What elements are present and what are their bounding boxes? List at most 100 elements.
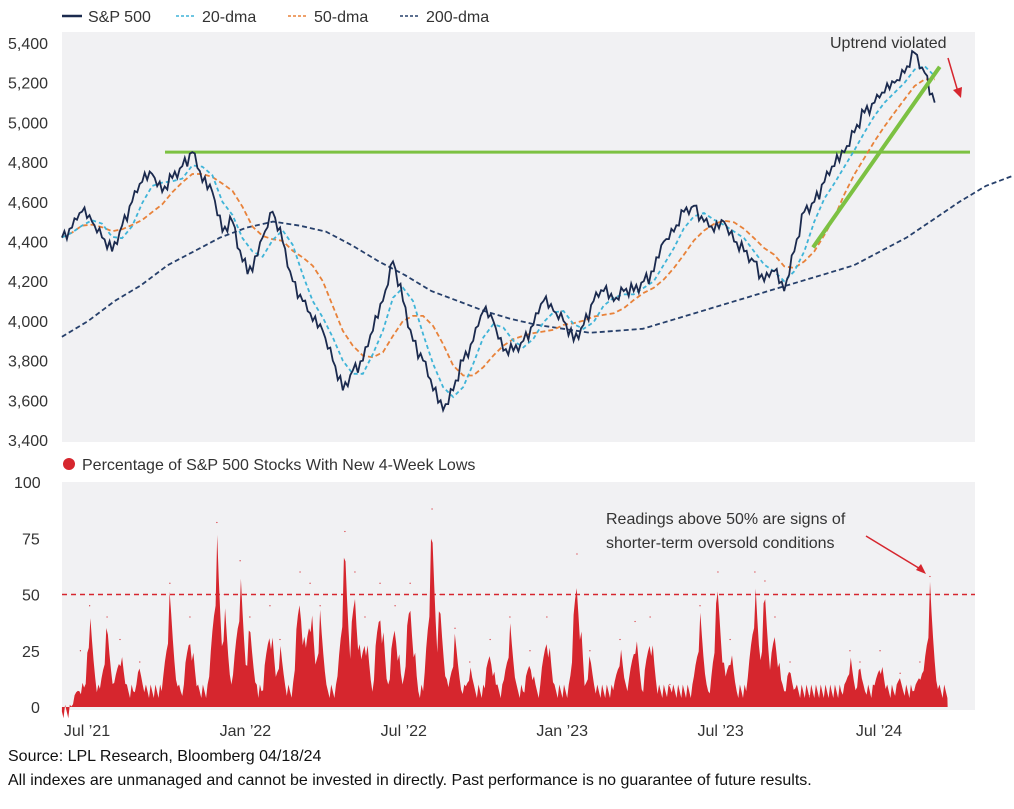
spike-peak-point xyxy=(899,672,901,674)
spike-peak-point xyxy=(754,571,756,573)
y-tick-label: 5,000 xyxy=(8,115,48,132)
spike-peak-point xyxy=(439,593,441,596)
spike-peak-point xyxy=(699,605,701,607)
top-panel-series xyxy=(61,49,1013,414)
bottom-panel-series xyxy=(61,508,975,719)
y-tick-label-bottom: 50 xyxy=(22,588,40,605)
sp500-line xyxy=(61,49,936,414)
spike-peak-point xyxy=(469,661,471,663)
spike-peak-point xyxy=(489,638,491,641)
spike-peak-point xyxy=(634,620,636,623)
x-tick-label: Jan ’23 xyxy=(536,723,588,740)
spike-peak-point xyxy=(319,605,321,607)
x-tick-label: Jul ’21 xyxy=(64,723,110,740)
spike-peak-point xyxy=(279,638,281,641)
spike-peak-point xyxy=(576,553,578,555)
spike-peak-point xyxy=(669,683,671,686)
spike-peak-point xyxy=(919,661,921,663)
spike-peak-point xyxy=(431,508,433,510)
spike-peak-point xyxy=(223,593,225,596)
spike-peak-point xyxy=(454,627,456,629)
spike-peak-point xyxy=(929,575,931,578)
y-tick-label-bottom: 0 xyxy=(31,700,40,717)
spike-peak-point xyxy=(717,571,719,573)
spike-peak-point xyxy=(379,582,381,584)
spike-peak-point xyxy=(216,521,218,524)
spike-peak-point xyxy=(309,582,311,584)
spike-peak-point xyxy=(589,650,591,652)
oversold-arrowhead-icon xyxy=(916,564,926,574)
source-note: Source: LPL Research, Bloomberg 04/18/24 xyxy=(8,748,322,765)
spike-peak-point xyxy=(509,616,511,618)
spike-peak-point xyxy=(859,661,861,663)
y-tick-label-bottom: 100 xyxy=(14,475,41,492)
spike-peak-point xyxy=(619,638,621,641)
y-tick-label: 4,000 xyxy=(8,314,48,331)
legend-lows-dot xyxy=(63,458,75,470)
x-tick-label: Jul ’24 xyxy=(856,723,902,740)
legend-50dma: 50-dma xyxy=(314,9,368,26)
uptrend-line xyxy=(811,65,942,249)
spike-peak-point xyxy=(139,661,141,663)
spike-peak-point xyxy=(764,580,766,582)
spike-peak-point xyxy=(774,616,776,618)
top-plot-background xyxy=(62,32,975,442)
x-tick-label: Jan ’22 xyxy=(220,723,272,740)
spike-peak-point xyxy=(189,616,191,618)
spike-peak-point xyxy=(269,605,271,607)
y-tick-label: 3,400 xyxy=(8,433,48,450)
spike-peak-point xyxy=(354,571,356,573)
uptrend-arrow xyxy=(947,57,959,93)
dma50-line xyxy=(61,78,935,377)
spike-peak-point xyxy=(789,661,791,663)
spike-peak-point xyxy=(299,571,301,573)
spike-peak-point xyxy=(169,582,171,584)
spike-peak-point xyxy=(249,616,251,618)
spike-peak-point xyxy=(409,582,411,584)
spike-peak-point xyxy=(344,530,346,533)
spike-peak-point xyxy=(394,605,396,607)
y-tick-label: 5,200 xyxy=(8,76,48,93)
spike-peak-point xyxy=(364,616,366,618)
spike-peak-point xyxy=(879,650,881,652)
spike-peak-point xyxy=(809,695,811,697)
new-lows-area xyxy=(61,534,948,719)
spike-peak-point xyxy=(729,638,731,641)
y-tick-label: 4,600 xyxy=(8,195,48,212)
legend-sp500: S&P 500 xyxy=(88,9,151,26)
spike-peak-point xyxy=(106,616,108,618)
spike-peak-point xyxy=(546,616,548,618)
dma200-line xyxy=(61,175,1013,338)
y-tick-label: 4,400 xyxy=(8,235,48,252)
y-tick-label: 3,600 xyxy=(8,393,48,410)
uptrend-arrowhead-icon xyxy=(953,87,962,98)
legend-20dma: 20-dma xyxy=(202,9,256,26)
x-tick-label: Jul ’23 xyxy=(697,723,743,740)
spike-peak-point xyxy=(119,638,121,641)
y-tick-label-bottom: 25 xyxy=(22,644,40,661)
spike-peak-point xyxy=(529,650,531,652)
y-tick-label: 4,200 xyxy=(8,274,48,291)
bottom-y-axis: 100 75 50 25 0 xyxy=(14,475,41,717)
spike-peak-point xyxy=(89,605,91,607)
spike-peak-point xyxy=(849,650,851,652)
legend: S&P 500 20-dma 50-dma 200-dma xyxy=(62,9,489,26)
spike-peak-point xyxy=(79,650,81,652)
disclaimer: All indexes are unmanaged and cannot be … xyxy=(8,772,812,789)
oversold-annotation-line2: shorter-term oversold conditions xyxy=(606,535,835,552)
y-tick-label: 5,400 xyxy=(8,36,48,53)
legend-200dma: 200-dma xyxy=(426,9,489,26)
spike-peak-point xyxy=(239,560,241,562)
spike-peak-point xyxy=(649,616,651,618)
y-tick-label-bottom: 75 xyxy=(22,531,40,548)
x-tick-label: Jul ’22 xyxy=(381,723,427,740)
top-y-axis: 5,400 5,200 5,000 4,800 4,600 4,400 4,200 4,000… xyxy=(8,36,48,450)
uptrend-annotation: Uptrend violated xyxy=(830,35,947,52)
y-tick-label: 3,800 xyxy=(8,354,48,371)
oversold-arrow xyxy=(865,535,923,571)
y-tick-label: 4,800 xyxy=(8,155,48,172)
oversold-annotation-line1: Readings above 50% are signs of xyxy=(606,511,846,528)
bottom-panel-title: Percentage of S&P 500 Stocks With New 4-… xyxy=(82,457,475,474)
